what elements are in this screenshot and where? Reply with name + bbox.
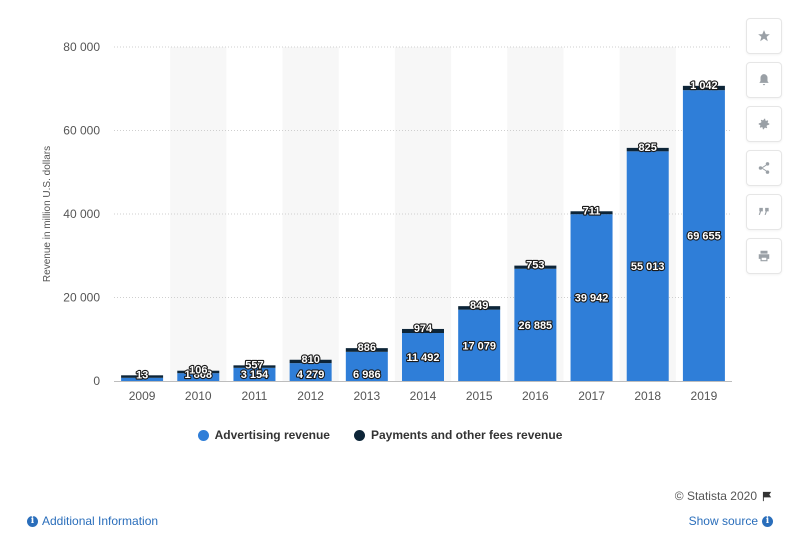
x-tick-label: 2013 xyxy=(353,389,380,403)
data-label-payments: 974 xyxy=(414,323,433,335)
share-button[interactable] xyxy=(746,150,782,186)
legend-label-payments: Payments and other fees revenue xyxy=(370,428,563,442)
data-label-advertising: 3 154 xyxy=(241,369,269,381)
additional-information-link[interactable]: i Additional Information xyxy=(27,514,158,528)
legend-item-advertising[interactable]: Advertising revenue xyxy=(197,428,330,442)
data-label-advertising: 1 868 xyxy=(185,369,213,381)
bell-icon xyxy=(759,74,769,86)
copyright-text: © Statista 2020 xyxy=(674,489,757,503)
data-label-payments: 849 xyxy=(470,300,488,312)
copyright: © Statista 2020 xyxy=(675,489,773,503)
data-label-payments: 753 xyxy=(526,260,544,272)
show-source-link[interactable]: Show source i xyxy=(689,514,773,528)
quote-icon xyxy=(758,207,769,215)
x-tick-label: 2015 xyxy=(466,389,493,403)
bar-payments-2017 xyxy=(570,211,613,215)
bar-advertising-2011 xyxy=(233,367,276,381)
info-icon: i xyxy=(762,515,773,527)
data-label-payments: 557 xyxy=(245,359,263,371)
data-label-payments: 1 042 xyxy=(690,80,718,92)
x-tick-label: 2017 xyxy=(578,389,605,403)
x-tick-label: 2009 xyxy=(129,389,156,403)
bar-payments-2009 xyxy=(121,375,164,378)
y-tick-label: 0 xyxy=(93,374,100,388)
gridlines xyxy=(114,46,732,382)
data-label-payments: 886 xyxy=(358,342,376,354)
bar-payments-2016 xyxy=(514,265,557,269)
bar-advertising-2016 xyxy=(514,268,557,381)
bar-advertising-2015 xyxy=(458,309,501,381)
bar-payments-2014 xyxy=(402,328,444,334)
bar-advertising-2018 xyxy=(626,151,669,381)
data-label-advertising: 39 942 xyxy=(575,293,609,305)
x-axis: 2009 2010 2011 2012 2013 2014 2015 2016 2017 2018… xyxy=(129,389,718,403)
y-tick-label: 60 000 xyxy=(63,124,100,138)
notification-button[interactable] xyxy=(746,62,782,98)
bars xyxy=(121,85,725,382)
flag-icon[interactable] xyxy=(762,491,773,502)
x-tick-label: 2010 xyxy=(185,389,212,403)
x-tick-label: 2016 xyxy=(522,389,549,403)
data-label-advertising: 6 986 xyxy=(353,369,381,381)
bar-advertising-2017 xyxy=(570,214,613,381)
y-tick-label: 40 000 xyxy=(63,207,100,221)
legend: Advertising revenue Payments and other f… xyxy=(0,428,760,442)
print-icon xyxy=(758,250,770,262)
data-label-advertising: 26 885 xyxy=(519,320,553,332)
legend-item-payments[interactable]: Payments and other fees revenue xyxy=(353,428,563,442)
bar-advertising-2019 xyxy=(682,90,725,382)
bar-payments-2011 xyxy=(233,365,276,368)
x-tick-label: 2014 xyxy=(410,389,437,403)
settings-button[interactable] xyxy=(746,106,782,142)
additional-information-label: Additional Information xyxy=(42,514,159,528)
x-tick-label: 2011 xyxy=(242,389,268,403)
bar-payments-2019 xyxy=(682,85,725,91)
bar-advertising-2012 xyxy=(289,363,332,381)
bar-payments-2012 xyxy=(289,359,332,364)
y-axis: 0 20 000 40 000 60 000 80 000 xyxy=(63,40,100,388)
favorite-button[interactable] xyxy=(746,18,782,54)
data-label-advertising: 17 079 xyxy=(462,340,496,352)
data-label-payments: 106 xyxy=(189,365,207,377)
data-label-payments: 810 xyxy=(301,354,319,366)
data-label-payments: 825 xyxy=(639,142,657,154)
legend-marker-advertising xyxy=(197,429,209,441)
show-source-label: Show source xyxy=(688,514,758,528)
y-axis-title: Revenue in million U.S. dollars xyxy=(42,146,53,282)
data-label-advertising: 55 013 xyxy=(631,261,665,273)
data-label-advertising: 11 492 xyxy=(406,352,439,364)
print-button[interactable] xyxy=(746,238,782,274)
bar-payments-2015 xyxy=(458,306,501,310)
bar-advertising-2010 xyxy=(177,373,220,381)
x-tick-label: 2019 xyxy=(691,389,718,403)
y-tick-label: 20 000 xyxy=(63,291,100,305)
bar-payments-2013 xyxy=(345,348,388,352)
legend-marker-payments xyxy=(353,429,365,441)
data-label-advertising: 4 279 xyxy=(297,369,325,381)
legend-label-advertising: Advertising revenue xyxy=(214,428,330,442)
gear-icon xyxy=(758,118,770,130)
cite-button[interactable] xyxy=(746,194,782,230)
star-icon xyxy=(758,30,770,42)
bar-payments-2018 xyxy=(626,147,669,152)
bar-payments-2010 xyxy=(177,370,220,374)
data-label-payments: 13 xyxy=(136,369,148,381)
data-label-payments: 711 xyxy=(583,205,601,217)
y-tick-label: 80 000 xyxy=(63,40,100,54)
x-tick-label: 2012 xyxy=(297,389,324,403)
sidebar-toolbar xyxy=(746,18,782,282)
data-label-advertising: 69 655 xyxy=(687,231,721,243)
bar-advertising-2013 xyxy=(345,351,388,381)
info-icon: i xyxy=(27,515,38,527)
share-icon xyxy=(758,162,770,174)
bar-advertising-2009 xyxy=(121,377,164,381)
x-tick-label: 2018 xyxy=(634,389,661,403)
bar-advertising-2014 xyxy=(402,333,444,381)
